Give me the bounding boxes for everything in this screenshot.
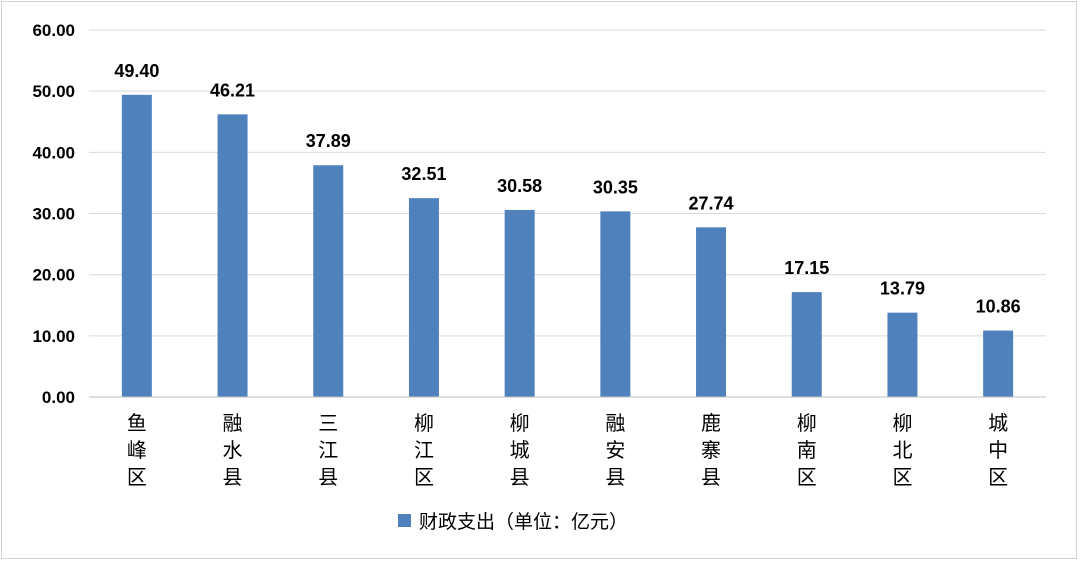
data-label: 46.21 bbox=[210, 80, 255, 100]
bar bbox=[504, 209, 535, 397]
data-label: 17.15 bbox=[784, 258, 829, 278]
bar bbox=[313, 165, 344, 397]
bar bbox=[696, 227, 727, 397]
category-label: 鹿寨县 bbox=[701, 411, 721, 489]
bars bbox=[121, 94, 1014, 398]
bar bbox=[887, 312, 918, 397]
category-label: 柳北区 bbox=[892, 411, 912, 489]
legend-swatch bbox=[398, 514, 411, 527]
y-tick-label: 0.00 bbox=[42, 388, 75, 407]
watermark-text: 兰财税海研语 bbox=[878, 505, 1004, 529]
y-axis-ticks: 0.00 10.00 20.00 30.00 40.00 50.00 60.00 bbox=[32, 21, 75, 407]
y-tick-label: 50.00 bbox=[32, 82, 75, 101]
y-tick-label: 40.00 bbox=[32, 143, 75, 162]
legend: 财政支出（单位：亿元） bbox=[398, 511, 628, 533]
data-label: 49.40 bbox=[114, 61, 159, 81]
category-label: 三江县 bbox=[318, 411, 338, 489]
y-tick-label: 10.00 bbox=[32, 327, 75, 346]
category-label: 柳城县 bbox=[510, 411, 530, 489]
y-tick-label: 20.00 bbox=[32, 266, 75, 285]
bar bbox=[121, 94, 152, 397]
data-label: 27.74 bbox=[689, 193, 734, 213]
data-label: 32.51 bbox=[401, 164, 446, 184]
category-label: 融水县 bbox=[223, 411, 243, 489]
y-tick-label: 30.00 bbox=[32, 205, 75, 224]
bar bbox=[408, 198, 439, 397]
legend-label: 财政支出（单位：亿元） bbox=[419, 511, 628, 533]
bar bbox=[217, 114, 248, 398]
bar bbox=[983, 330, 1014, 397]
bar bbox=[791, 292, 822, 397]
x-axis-categories: 鱼峰区 融水县 三江县 柳江区 柳城县 融安县 鹿寨县 柳南区 柳北区 城中区 bbox=[127, 411, 1008, 489]
category-label: 柳南区 bbox=[797, 411, 817, 489]
data-labels: 49.40 46.21 37.89 32.51 30.58 30.35 27.74 17.15… bbox=[114, 61, 1020, 317]
y-tick-label: 60.00 bbox=[32, 21, 75, 40]
watermark: 兰财税海研语 bbox=[837, 504, 1004, 533]
data-label: 37.89 bbox=[306, 131, 351, 151]
data-label: 13.79 bbox=[880, 279, 925, 299]
category-label: 融安县 bbox=[605, 411, 625, 489]
category-label: 鱼峰区 bbox=[127, 411, 147, 489]
wechat-icon bbox=[837, 504, 875, 533]
data-label: 30.58 bbox=[497, 176, 542, 196]
category-label: 城中区 bbox=[988, 411, 1008, 489]
data-label: 30.35 bbox=[593, 177, 638, 197]
data-label: 10.86 bbox=[976, 297, 1021, 317]
gridlines bbox=[89, 29, 1046, 337]
category-label: 柳江区 bbox=[414, 411, 434, 489]
bar bbox=[600, 211, 631, 397]
